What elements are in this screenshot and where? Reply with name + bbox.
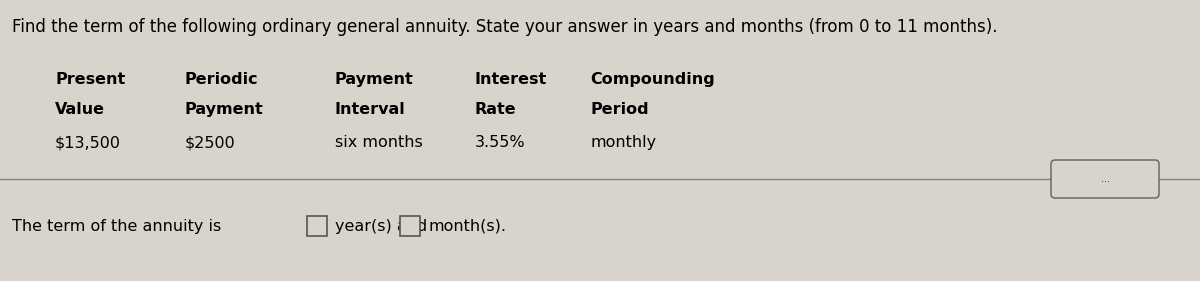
Text: Period: Period xyxy=(590,102,649,117)
FancyBboxPatch shape xyxy=(400,216,420,236)
Text: Periodic: Periodic xyxy=(185,72,259,87)
Text: month(s).: month(s). xyxy=(428,219,506,234)
Text: year(s) and: year(s) and xyxy=(335,219,427,234)
FancyBboxPatch shape xyxy=(307,216,326,236)
Text: The term of the annuity is: The term of the annuity is xyxy=(12,219,221,234)
Text: six months: six months xyxy=(335,135,422,150)
Text: $2500: $2500 xyxy=(185,135,235,150)
Text: Present: Present xyxy=(55,72,125,87)
Text: Compounding: Compounding xyxy=(590,72,715,87)
Text: Find the term of the following ordinary general annuity. State your answer in ye: Find the term of the following ordinary … xyxy=(12,18,997,36)
Text: $13,500: $13,500 xyxy=(55,135,121,150)
FancyBboxPatch shape xyxy=(1051,160,1159,198)
Text: monthly: monthly xyxy=(590,135,656,150)
Text: ...: ... xyxy=(1100,174,1110,184)
Text: Interval: Interval xyxy=(335,102,406,117)
Text: Interest: Interest xyxy=(475,72,547,87)
Text: 3.55%: 3.55% xyxy=(475,135,526,150)
Text: Payment: Payment xyxy=(335,72,414,87)
Text: Payment: Payment xyxy=(185,102,264,117)
Text: Value: Value xyxy=(55,102,106,117)
Text: Rate: Rate xyxy=(475,102,517,117)
